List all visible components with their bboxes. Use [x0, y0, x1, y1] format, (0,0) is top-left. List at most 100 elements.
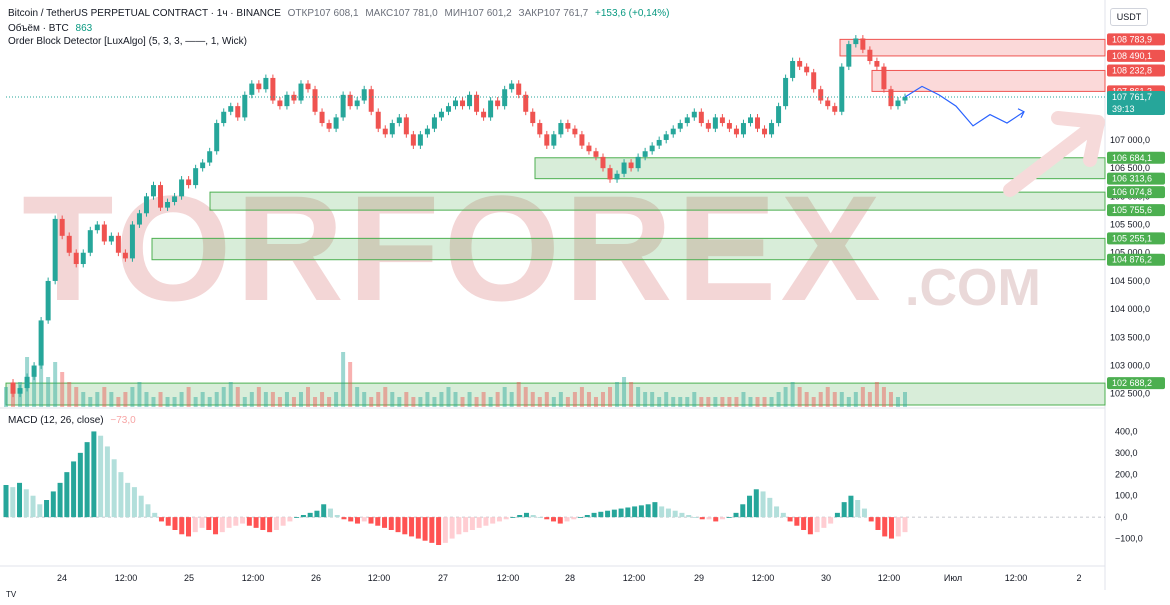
volume-bar — [460, 397, 465, 407]
watermark-arrow — [1003, 111, 1105, 197]
price-axis-tick: 104 000,0 — [1110, 304, 1150, 314]
macd-histogram-bar — [740, 504, 746, 518]
candle-body — [284, 94, 290, 107]
candle-body — [214, 123, 220, 152]
candle-body — [200, 162, 206, 169]
volume-bar — [88, 397, 93, 407]
volume-bar — [790, 382, 795, 407]
macd-histogram-bar — [605, 510, 611, 518]
volume-bar — [235, 387, 240, 407]
volume-bar — [572, 392, 577, 407]
macd-histogram-bar — [307, 512, 313, 518]
macd-histogram-bar — [821, 517, 827, 528]
volume-bar — [881, 387, 886, 407]
time-axis-tick: 12:00 — [878, 573, 901, 583]
tradingview-logo[interactable]: TV — [6, 590, 17, 599]
volume-bar — [390, 392, 395, 407]
macd-histogram-bar — [578, 517, 584, 518]
volume-bar — [376, 392, 381, 407]
volume-bar — [74, 387, 79, 407]
macd-histogram-bar — [753, 489, 759, 518]
candle-body — [670, 128, 676, 135]
volume-legend[interactable]: Объём · BTC 863 — [8, 23, 96, 35]
macd-histogram-bar — [652, 502, 658, 518]
candle-body — [762, 128, 768, 135]
macd-histogram-bar — [692, 517, 698, 518]
macd-histogram-bar — [192, 517, 198, 533]
ohlc-change: +153,6 (+0,14%) — [595, 8, 670, 19]
macd-legend[interactable]: MACD (12, 26, close) −73,0 — [8, 415, 140, 427]
macd-histogram-bar — [37, 504, 43, 518]
macd-histogram-bar — [598, 511, 604, 518]
macd-histogram-bar — [665, 508, 671, 518]
volume-bar — [256, 387, 261, 407]
macd-histogram-bar — [402, 517, 408, 535]
volume-bar — [811, 397, 816, 407]
currency-button[interactable]: USDT — [1110, 8, 1148, 26]
macd-histogram-bar — [469, 517, 475, 530]
candle-body — [417, 134, 423, 146]
macd-histogram-bar — [71, 461, 77, 518]
bearish-order-block — [839, 38, 1106, 57]
volume-bar — [130, 387, 135, 407]
volume-bar — [530, 392, 535, 407]
macd-histogram-bar — [848, 495, 854, 518]
volume-value: 863 — [75, 23, 93, 34]
macd-histogram-bar — [327, 508, 333, 518]
price-tag-bg — [1107, 64, 1165, 77]
volume-bar — [102, 387, 107, 407]
macd-histogram-bar — [490, 517, 496, 524]
volume-bar — [818, 392, 823, 407]
volume-bar — [411, 397, 416, 407]
macd-histogram-bar — [456, 517, 462, 535]
macd-histogram-bar — [382, 517, 388, 528]
symbol-title[interactable]: Bitcoin / TetherUS PERPETUAL CONTRACT · … — [8, 8, 281, 19]
macd-histogram-bar — [321, 504, 327, 518]
macd-histogram-bar — [861, 508, 867, 518]
candle-body — [361, 89, 367, 101]
candle-body — [811, 72, 817, 90]
macd-histogram-bar — [882, 517, 888, 537]
macd-histogram-bar — [104, 446, 110, 518]
candle-body — [165, 201, 171, 208]
indicator-legend[interactable]: Order Block Detector [LuxAlgo] (5, 3, 3,… — [8, 36, 251, 48]
volume-bar — [593, 397, 598, 407]
macd-axis-tick: 400,0 — [1115, 426, 1138, 436]
volume-bar — [327, 397, 332, 407]
volume-bar — [650, 392, 655, 407]
volume-bar — [109, 392, 114, 407]
bullish-block-label: 105 755,6 — [1112, 205, 1152, 215]
price-tag-bg — [1107, 186, 1165, 199]
candle-body — [277, 100, 283, 107]
time-axis-tick: 12:00 — [1005, 573, 1028, 583]
time-axis-tick: 12:00 — [752, 573, 775, 583]
candle-body — [410, 134, 416, 146]
macd-histogram-bar — [226, 517, 232, 528]
candle-body — [389, 123, 395, 135]
bearish-block-label: 108 490,1 — [1112, 51, 1152, 61]
candle-body — [52, 218, 58, 281]
candle-body — [129, 224, 135, 259]
macd-histogram-bar — [199, 517, 205, 528]
candle-body — [59, 218, 65, 236]
volume-bar — [474, 397, 479, 407]
volume-bar — [537, 397, 542, 407]
price-axis-tick: 107 000,0 — [1110, 135, 1150, 145]
macd-histogram-bar — [30, 495, 36, 518]
macd-histogram-bar — [3, 485, 9, 518]
volume-bar — [200, 392, 205, 407]
macd-histogram-bar — [530, 515, 536, 518]
macd-histogram-bar — [186, 517, 192, 537]
price-tag-bg — [1107, 204, 1165, 217]
candle-body — [305, 83, 311, 90]
volume-bar — [860, 387, 865, 407]
volume-bar — [179, 392, 184, 407]
current-price-tag — [1107, 91, 1165, 116]
volume-bar — [727, 397, 732, 407]
bullish-order-block — [534, 157, 1106, 180]
candle-body — [242, 94, 248, 118]
volume-bar — [720, 397, 725, 407]
macd-histogram-bar — [767, 497, 773, 518]
